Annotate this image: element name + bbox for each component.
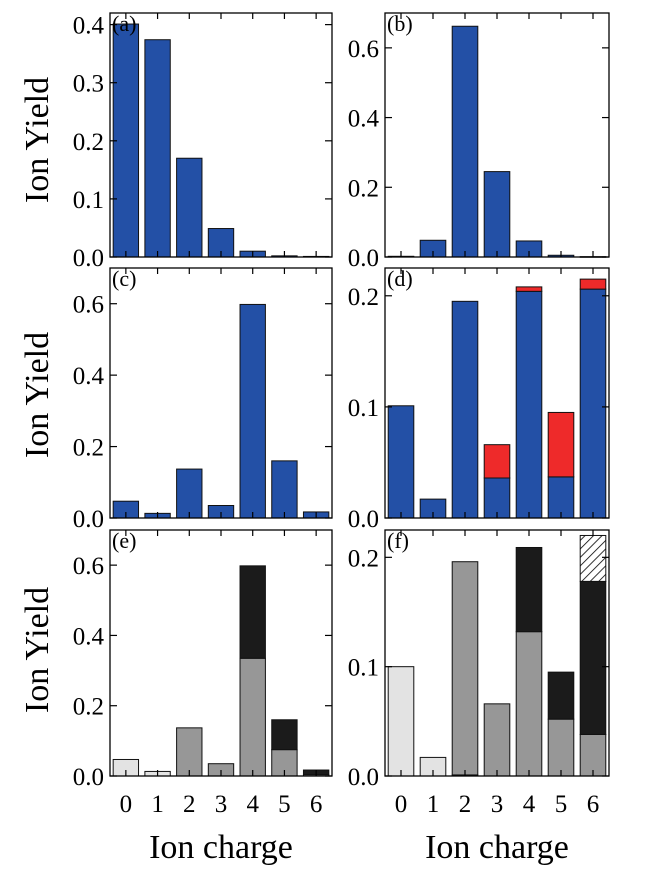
- ytick-label-d-2: 0.2: [348, 284, 379, 311]
- panel-d: 0.0 0.1 0.2 (d): [348, 266, 610, 533]
- bar-f-4-3: [515, 546, 543, 633]
- bar-a-2-0: [176, 157, 203, 258]
- panel-label-d: (d): [387, 266, 413, 291]
- ytick-label-f-2: 0.2: [348, 545, 379, 572]
- panel-label-e: (e): [112, 528, 136, 553]
- bar-f-0-0: [387, 666, 415, 777]
- ytick-label-d-1: 0.1: [348, 395, 379, 422]
- xtick-label-f-2: 2: [459, 791, 472, 818]
- ytick-label-f-1: 0.1: [348, 655, 379, 682]
- ytick-label-e-3: 0.6: [73, 553, 104, 580]
- ytick-label-a-0: 0.0: [73, 245, 104, 272]
- ytick-label-c-0: 0.0: [73, 506, 104, 533]
- xtick-label-f-0: 0: [395, 791, 408, 818]
- ytick-label-b-3: 0.6: [348, 36, 379, 63]
- ytick-label-a-2: 0.2: [73, 129, 104, 156]
- panel-e: 0.0 0.2 0.4 0.6 0 1 2 3 4 5 6 (e): [73, 528, 333, 818]
- bar-d-2-0: [451, 300, 479, 519]
- ytick-label-b-2: 0.4: [348, 106, 380, 133]
- panel-label-c: (c): [112, 266, 136, 291]
- bar-d-4-0: [515, 290, 543, 519]
- panel-f: 0.0 0.1 0.2 0 1 2 3 4 5 6 (f): [348, 528, 610, 818]
- bar-f-3-2: [483, 703, 511, 777]
- ytick-label-c-3: 0.6: [73, 292, 104, 319]
- frame-a: [109, 12, 333, 258]
- bar-f-4-2: [515, 631, 543, 777]
- xtick-label-f-3: 3: [491, 791, 504, 818]
- ylabel-row3: Ion Yield: [19, 587, 56, 713]
- ytick-label-e-2: 0.4: [73, 623, 105, 650]
- ytick-label-e-1: 0.2: [73, 694, 104, 721]
- bar-d-4-1: [515, 286, 543, 292]
- bar-f-5-3: [547, 671, 575, 720]
- panel-a: 0.0 0.1 0.2 0.3 0.4 (a): [73, 11, 333, 272]
- bar-f-5-2: [547, 718, 575, 777]
- bar-d-0-0: [387, 405, 415, 519]
- xtick-label-e-4: 4: [246, 791, 259, 818]
- ytick-label-a-3: 0.3: [73, 71, 104, 98]
- xtick-label-f-4: 4: [523, 791, 536, 818]
- ytick-label-a-4: 0.4: [73, 13, 105, 40]
- ytick-label-b-1: 0.2: [348, 175, 379, 202]
- frame-c: [109, 267, 333, 519]
- bar-c-5-0: [271, 460, 298, 519]
- bar-a-1-0: [144, 39, 171, 258]
- bar-e-4-1: [239, 657, 266, 777]
- bar-a-0-0: [112, 23, 140, 258]
- ytick-label-f-0: 0.0: [348, 764, 379, 791]
- xtick-label-e-0: 0: [120, 791, 133, 818]
- xtick-label-e-5: 5: [278, 791, 291, 818]
- ytick-label-b-0: 0.0: [348, 245, 379, 272]
- bar-d-3-0: [483, 477, 511, 519]
- bar-d-5-1: [547, 411, 575, 478]
- xtick-label-e-6: 6: [310, 791, 323, 818]
- xtick-label-f-6: 6: [587, 791, 600, 818]
- ytick-label-c-1: 0.2: [73, 435, 104, 462]
- panel-c: 0.0 0.2 0.4 0.6 (c): [73, 266, 333, 533]
- ytick-label-c-2: 0.4: [73, 363, 105, 390]
- bar-f-6-3: [579, 580, 607, 735]
- panel-label-f: (f): [387, 528, 409, 553]
- xtick-label-e-3: 3: [215, 791, 228, 818]
- bar-f-6-4: [579, 534, 607, 582]
- ytick-label-d-0: 0.0: [348, 506, 379, 533]
- xtick-label-f-1: 1: [427, 791, 440, 818]
- ytick-label-e-0: 0.0: [73, 764, 104, 791]
- xlabel-left: Ion charge: [149, 829, 293, 866]
- bar-f-2-2: [451, 561, 479, 776]
- panel-b: 0.0 0.2 0.4 0.6 (b): [348, 11, 610, 272]
- xtick-label-f-5: 5: [555, 791, 568, 818]
- bar-b-3-0: [483, 171, 511, 258]
- bar-b-2-0: [451, 25, 479, 258]
- bar-f-6-2: [579, 733, 607, 777]
- bar-c-4-0: [239, 303, 266, 519]
- bar-e-2-1: [176, 727, 203, 777]
- panel-label-b: (b): [387, 11, 413, 36]
- xtick-label-e-2: 2: [183, 791, 196, 818]
- ylabel-row1: Ion Yield: [19, 77, 56, 203]
- ytick-label-a-1: 0.1: [73, 187, 104, 214]
- xtick-label-e-1: 1: [151, 791, 164, 818]
- bar-e-5-2: [271, 719, 298, 751]
- ylabel-row2: Ion Yield: [19, 332, 56, 458]
- frame-e: [109, 529, 333, 777]
- bar-d-6-1: [579, 278, 607, 290]
- bar-e-4-2: [239, 565, 266, 659]
- xlabel-right: Ion charge: [425, 829, 569, 866]
- bar-d-6-0: [579, 288, 607, 519]
- bar-d-5-0: [547, 476, 575, 519]
- bar-d-3-1: [483, 444, 511, 479]
- panel-label-a: (a): [112, 11, 136, 36]
- bar-c-2-0: [176, 468, 203, 519]
